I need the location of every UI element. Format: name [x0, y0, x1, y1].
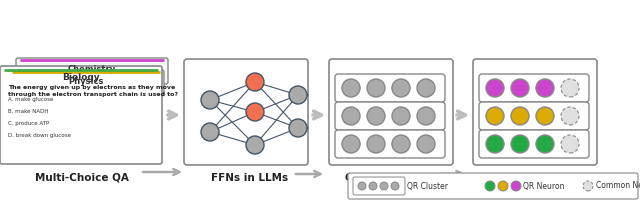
- Text: QR Cluster: QR Cluster: [407, 182, 448, 190]
- Circle shape: [417, 107, 435, 125]
- Circle shape: [486, 107, 504, 125]
- Circle shape: [369, 182, 377, 190]
- Circle shape: [392, 135, 410, 153]
- Circle shape: [380, 182, 388, 190]
- Text: D. break down glucose: D. break down glucose: [8, 133, 71, 138]
- Circle shape: [342, 79, 360, 97]
- Circle shape: [498, 181, 508, 191]
- Circle shape: [536, 135, 554, 153]
- Circle shape: [536, 79, 554, 97]
- Circle shape: [536, 107, 554, 125]
- FancyBboxPatch shape: [335, 130, 445, 158]
- FancyBboxPatch shape: [479, 102, 589, 130]
- FancyBboxPatch shape: [335, 102, 445, 130]
- Circle shape: [485, 181, 495, 191]
- Text: QR Neuron: QR Neuron: [523, 182, 564, 190]
- Text: Common Neuron: Common Neuron: [596, 182, 640, 190]
- Text: B. make NADH: B. make NADH: [8, 109, 49, 114]
- Circle shape: [289, 119, 307, 137]
- Circle shape: [367, 79, 385, 97]
- FancyBboxPatch shape: [335, 74, 445, 102]
- FancyBboxPatch shape: [16, 58, 168, 84]
- Text: Multi-Choice QA: Multi-Choice QA: [35, 173, 129, 183]
- Circle shape: [246, 73, 264, 91]
- Text: QR Neurons: QR Neurons: [502, 173, 572, 183]
- Text: Physics: Physics: [68, 76, 104, 86]
- Circle shape: [392, 79, 410, 97]
- Circle shape: [201, 91, 219, 109]
- Circle shape: [367, 135, 385, 153]
- Circle shape: [201, 123, 219, 141]
- Circle shape: [246, 103, 264, 121]
- Circle shape: [367, 107, 385, 125]
- Circle shape: [511, 107, 529, 125]
- FancyBboxPatch shape: [479, 130, 589, 158]
- Text: Biology: Biology: [62, 72, 100, 82]
- Circle shape: [511, 135, 529, 153]
- Circle shape: [486, 135, 504, 153]
- Circle shape: [289, 86, 307, 104]
- Circle shape: [342, 107, 360, 125]
- FancyBboxPatch shape: [479, 74, 589, 102]
- Circle shape: [583, 181, 593, 191]
- Text: C. produce ATP: C. produce ATP: [8, 121, 49, 126]
- Circle shape: [417, 79, 435, 97]
- Circle shape: [392, 107, 410, 125]
- Circle shape: [391, 182, 399, 190]
- FancyBboxPatch shape: [473, 59, 597, 165]
- Circle shape: [486, 79, 504, 97]
- Circle shape: [561, 135, 579, 153]
- Text: Chemistry: Chemistry: [68, 64, 116, 73]
- Circle shape: [511, 79, 529, 97]
- FancyBboxPatch shape: [184, 59, 308, 165]
- Text: The energy given up by electrons as they move
through the electron transport cha: The energy given up by electrons as they…: [8, 85, 178, 97]
- Text: FFNs in LLMs: FFNs in LLMs: [211, 173, 289, 183]
- Circle shape: [561, 79, 579, 97]
- Circle shape: [342, 135, 360, 153]
- FancyBboxPatch shape: [348, 173, 638, 199]
- FancyBboxPatch shape: [8, 70, 164, 96]
- FancyBboxPatch shape: [329, 59, 453, 165]
- FancyBboxPatch shape: [353, 177, 405, 195]
- Circle shape: [246, 136, 264, 154]
- Circle shape: [561, 107, 579, 125]
- Circle shape: [358, 182, 366, 190]
- Circle shape: [511, 181, 521, 191]
- Text: Coarse Neurons: Coarse Neurons: [346, 173, 438, 183]
- FancyBboxPatch shape: [0, 66, 162, 164]
- Text: A. make glucose: A. make glucose: [8, 97, 53, 102]
- Circle shape: [417, 135, 435, 153]
